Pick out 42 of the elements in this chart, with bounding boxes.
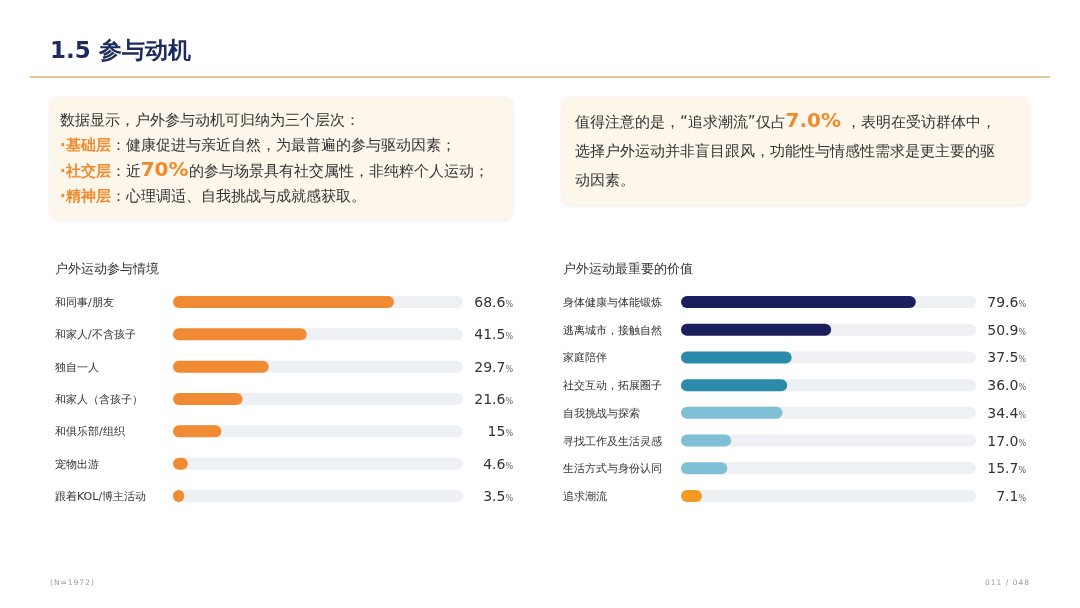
text: 值得注意的是，“追求潮流”仅占7.0% ，表明在受访群体中，选择户外运动并非盲目跟风，功能性与情感性需求是更主要的驱动因素。 xyxy=(575,107,997,191)
data-label: 50.9% xyxy=(987,321,1027,338)
bar xyxy=(681,462,728,475)
data-label: 15.7% xyxy=(987,460,1027,477)
data-label: 17.0% xyxy=(987,432,1027,449)
y-tick-label: 跟着KOL/博主活动 xyxy=(55,490,147,503)
text: 数据显示，户外参与动机可归纳为三个层次： xyxy=(60,110,361,131)
y-tick-label: 生活方式与身份认同 xyxy=(563,462,662,476)
data-label: 34.4% xyxy=(987,404,1027,421)
y-tick-label: 身体健康与体能锻炼 xyxy=(563,296,662,309)
data-label: 29.7% xyxy=(474,358,514,375)
y-tick-label: 追求潮流 xyxy=(563,490,607,503)
data-label: 7.1% xyxy=(996,488,1027,504)
bar xyxy=(173,425,222,438)
y-tick-label: 社交互动，拓展圈子 xyxy=(563,379,662,393)
data-label: 36.0% xyxy=(987,377,1027,394)
text: ·社交层：近70%的参与场景具有社交属性，非纯粹个人运动； xyxy=(60,157,490,183)
y-tick-label: 宠物出游 xyxy=(55,457,99,471)
text: ·基础层：健康促进与亲近自然，为最普遍的参与驱动因素； xyxy=(60,134,457,156)
data-label: 21.6% xyxy=(474,391,514,407)
text: ·精神层：心理调适、自我挑战与成就感获取。 xyxy=(60,185,367,207)
chart-title: 户外运动最重要的价值 xyxy=(563,261,693,276)
y-tick-label: 和同事/朋友 xyxy=(55,296,114,309)
y-tick-label: 逃离城市，接触自然 xyxy=(563,323,662,337)
y-tick-label: 和家人（含孩子） xyxy=(55,393,143,406)
data-label: 37.5% xyxy=(987,349,1027,366)
y-tick-label: 和家人/不含孩子 xyxy=(55,328,136,342)
data-label: 41.5% xyxy=(474,326,514,343)
y-tick-label: 和俱乐部/组织 xyxy=(55,425,125,439)
bar xyxy=(681,434,732,447)
text: 1.5 参与动机 xyxy=(50,36,191,65)
data-label: 79.6% xyxy=(987,294,1027,310)
y-tick-label: 家庭陪伴 xyxy=(563,351,607,365)
data-label: 3.5% xyxy=(483,488,514,504)
bar xyxy=(173,393,243,405)
data-label: 4.6% xyxy=(483,455,514,472)
data-label: 15% xyxy=(487,423,514,440)
data-label: 68.6% xyxy=(474,294,514,310)
y-tick-label: 独自一人 xyxy=(55,360,99,374)
chart-title: 户外运动参与情境 xyxy=(55,261,159,276)
y-tick-label: 寻找工作及生活灵感 xyxy=(563,434,662,448)
y-tick-label: 自我挑战与探索 xyxy=(563,406,640,420)
